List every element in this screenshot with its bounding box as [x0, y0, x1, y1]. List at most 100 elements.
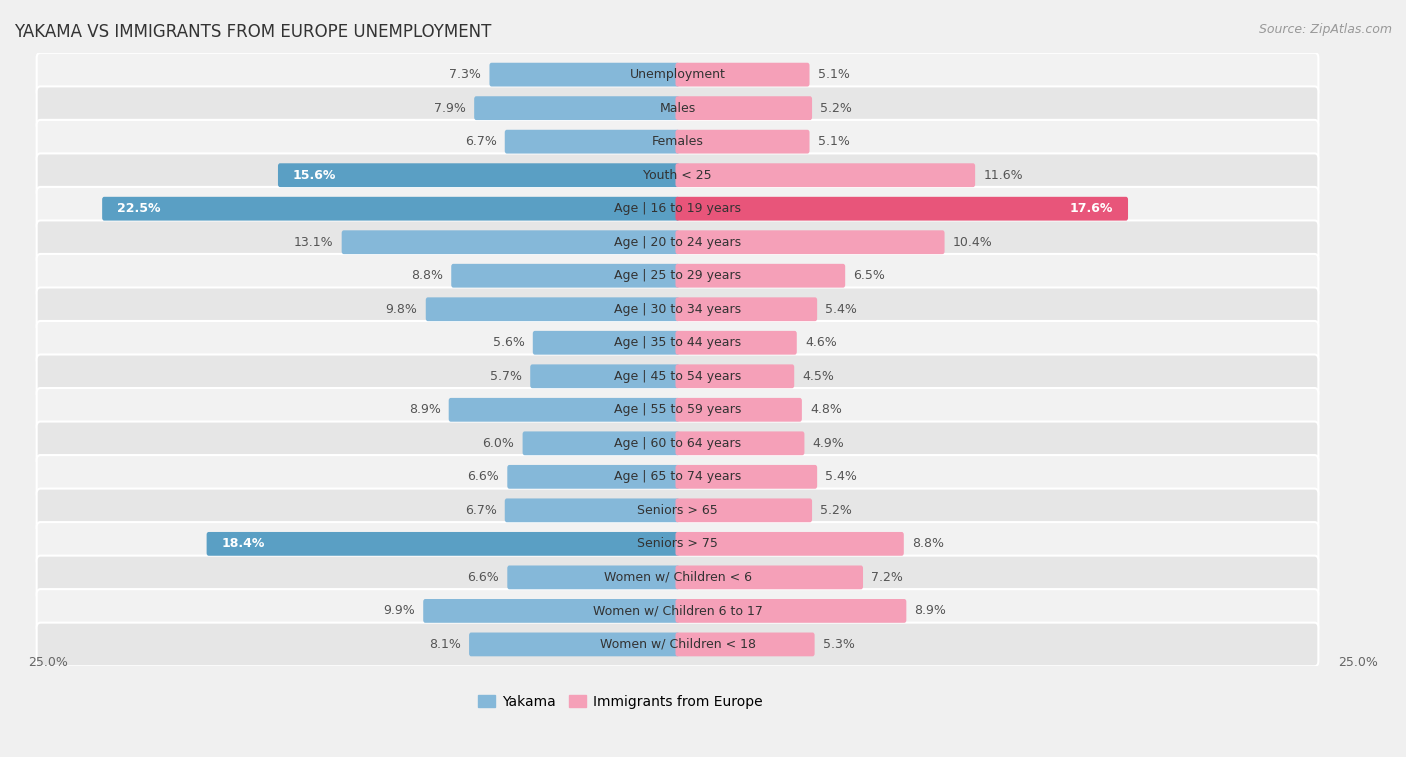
FancyBboxPatch shape: [675, 498, 813, 522]
Text: Age | 60 to 64 years: Age | 60 to 64 years: [614, 437, 741, 450]
FancyBboxPatch shape: [37, 388, 1319, 431]
Text: Women w/ Children < 18: Women w/ Children < 18: [599, 638, 755, 651]
Text: 5.6%: 5.6%: [492, 336, 524, 349]
FancyBboxPatch shape: [37, 623, 1319, 666]
FancyBboxPatch shape: [675, 633, 814, 656]
FancyBboxPatch shape: [675, 164, 976, 187]
FancyBboxPatch shape: [37, 288, 1319, 331]
Text: Age | 16 to 19 years: Age | 16 to 19 years: [614, 202, 741, 215]
Text: Age | 20 to 24 years: Age | 20 to 24 years: [614, 235, 741, 249]
Text: 5.3%: 5.3%: [823, 638, 855, 651]
FancyBboxPatch shape: [449, 398, 679, 422]
Text: Unemployment: Unemployment: [630, 68, 725, 81]
Text: YAKAMA VS IMMIGRANTS FROM EUROPE UNEMPLOYMENT: YAKAMA VS IMMIGRANTS FROM EUROPE UNEMPLO…: [14, 23, 492, 41]
FancyBboxPatch shape: [489, 63, 679, 86]
Text: 4.6%: 4.6%: [804, 336, 837, 349]
Text: Age | 55 to 59 years: Age | 55 to 59 years: [614, 403, 741, 416]
FancyBboxPatch shape: [37, 154, 1319, 197]
Text: 5.4%: 5.4%: [825, 303, 858, 316]
FancyBboxPatch shape: [342, 230, 679, 254]
FancyBboxPatch shape: [37, 422, 1319, 465]
Text: 17.6%: 17.6%: [1070, 202, 1114, 215]
Text: Males: Males: [659, 101, 696, 114]
Text: 4.8%: 4.8%: [810, 403, 842, 416]
FancyBboxPatch shape: [523, 431, 679, 455]
Text: 5.1%: 5.1%: [818, 68, 849, 81]
FancyBboxPatch shape: [37, 53, 1319, 96]
FancyBboxPatch shape: [508, 465, 679, 489]
FancyBboxPatch shape: [505, 498, 679, 522]
Text: 15.6%: 15.6%: [292, 169, 336, 182]
Text: Source: ZipAtlas.com: Source: ZipAtlas.com: [1258, 23, 1392, 36]
Text: 4.5%: 4.5%: [803, 369, 834, 383]
FancyBboxPatch shape: [207, 532, 679, 556]
Text: 5.2%: 5.2%: [820, 101, 852, 114]
FancyBboxPatch shape: [103, 197, 679, 220]
FancyBboxPatch shape: [37, 488, 1319, 532]
FancyBboxPatch shape: [675, 532, 904, 556]
FancyBboxPatch shape: [474, 96, 679, 120]
Text: 6.7%: 6.7%: [465, 136, 496, 148]
FancyBboxPatch shape: [675, 63, 810, 86]
FancyBboxPatch shape: [37, 589, 1319, 633]
Text: 7.3%: 7.3%: [450, 68, 481, 81]
FancyBboxPatch shape: [37, 354, 1319, 398]
FancyBboxPatch shape: [675, 364, 794, 388]
Text: Youth < 25: Youth < 25: [643, 169, 711, 182]
Text: Women w/ Children < 6: Women w/ Children < 6: [603, 571, 752, 584]
Text: 9.8%: 9.8%: [385, 303, 418, 316]
Text: 10.4%: 10.4%: [953, 235, 993, 249]
FancyBboxPatch shape: [533, 331, 679, 355]
Text: Seniors > 75: Seniors > 75: [637, 537, 718, 550]
FancyBboxPatch shape: [675, 599, 907, 623]
FancyBboxPatch shape: [675, 129, 810, 154]
Text: 4.9%: 4.9%: [813, 437, 845, 450]
FancyBboxPatch shape: [675, 331, 797, 355]
FancyBboxPatch shape: [530, 364, 679, 388]
FancyBboxPatch shape: [37, 220, 1319, 264]
Text: Age | 25 to 29 years: Age | 25 to 29 years: [614, 269, 741, 282]
Text: 11.6%: 11.6%: [983, 169, 1024, 182]
FancyBboxPatch shape: [675, 431, 804, 455]
Text: 8.8%: 8.8%: [411, 269, 443, 282]
FancyBboxPatch shape: [423, 599, 679, 623]
Text: 8.1%: 8.1%: [429, 638, 461, 651]
FancyBboxPatch shape: [505, 129, 679, 154]
FancyBboxPatch shape: [675, 565, 863, 589]
Text: 5.7%: 5.7%: [491, 369, 522, 383]
Text: Females: Females: [651, 136, 703, 148]
FancyBboxPatch shape: [37, 455, 1319, 499]
Legend: Yakama, Immigrants from Europe: Yakama, Immigrants from Europe: [472, 690, 768, 715]
Text: 9.9%: 9.9%: [384, 604, 415, 618]
Text: 6.6%: 6.6%: [467, 571, 499, 584]
FancyBboxPatch shape: [37, 120, 1319, 164]
Text: Age | 30 to 34 years: Age | 30 to 34 years: [614, 303, 741, 316]
Text: 22.5%: 22.5%: [117, 202, 160, 215]
Text: Seniors > 65: Seniors > 65: [637, 504, 718, 517]
FancyBboxPatch shape: [675, 465, 817, 489]
Text: 18.4%: 18.4%: [221, 537, 264, 550]
FancyBboxPatch shape: [675, 264, 845, 288]
FancyBboxPatch shape: [675, 96, 813, 120]
Text: 6.5%: 6.5%: [853, 269, 886, 282]
FancyBboxPatch shape: [508, 565, 679, 589]
Text: 7.9%: 7.9%: [434, 101, 465, 114]
FancyBboxPatch shape: [675, 197, 1128, 220]
Text: 13.1%: 13.1%: [294, 235, 333, 249]
Text: 25.0%: 25.0%: [28, 656, 67, 669]
FancyBboxPatch shape: [470, 633, 679, 656]
Text: 7.2%: 7.2%: [872, 571, 903, 584]
Text: Age | 65 to 74 years: Age | 65 to 74 years: [614, 470, 741, 483]
FancyBboxPatch shape: [37, 522, 1319, 565]
FancyBboxPatch shape: [37, 187, 1319, 230]
FancyBboxPatch shape: [37, 556, 1319, 600]
Text: 25.0%: 25.0%: [1339, 656, 1378, 669]
Text: 5.4%: 5.4%: [825, 470, 858, 483]
FancyBboxPatch shape: [675, 230, 945, 254]
FancyBboxPatch shape: [278, 164, 679, 187]
FancyBboxPatch shape: [675, 298, 817, 321]
Text: 6.0%: 6.0%: [482, 437, 515, 450]
FancyBboxPatch shape: [426, 298, 679, 321]
Text: 6.7%: 6.7%: [465, 504, 496, 517]
Text: 5.2%: 5.2%: [820, 504, 852, 517]
